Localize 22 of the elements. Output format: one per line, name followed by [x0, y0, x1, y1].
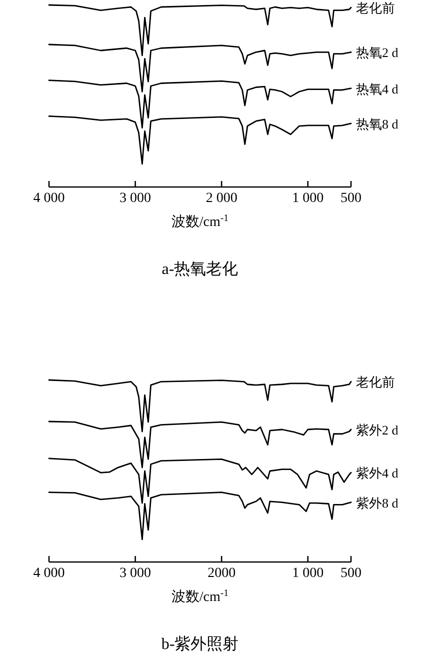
x-axis-title: 波数/cm$^{-1}$: [171, 212, 229, 230]
series-label: 紫外8 d: [356, 495, 399, 510]
x-tick-label: 3 000: [120, 566, 152, 581]
series-label: 紫外4 d: [356, 466, 399, 481]
x-tick-label: 2000: [208, 566, 236, 581]
series-label: 紫外2 d: [356, 422, 399, 438]
x-tick-label: 1 000: [292, 191, 324, 206]
x-tick-label: 4 000: [33, 566, 65, 581]
series-label: 热氧2 d: [356, 45, 399, 60]
text: a-热氧老化: [162, 260, 238, 278]
x-tick-label: 3 000: [120, 191, 152, 206]
series-label: 热氧4 d: [356, 81, 399, 96]
x-tick-label: 500: [340, 566, 362, 581]
series-label: 热氧8 d: [356, 116, 399, 132]
series-label: 老化前: [356, 374, 395, 390]
x-tick-label: 500: [340, 191, 362, 206]
x-tick-label: 1 000: [292, 566, 324, 581]
series-label: 老化前: [356, 0, 395, 16]
x-axis-title: 波数/cm$^{-1}$: [171, 588, 229, 605]
text: b-紫外照射: [161, 635, 239, 653]
x-tick-label: 4 000: [33, 191, 65, 206]
x-tick-label: 2 000: [206, 191, 238, 206]
